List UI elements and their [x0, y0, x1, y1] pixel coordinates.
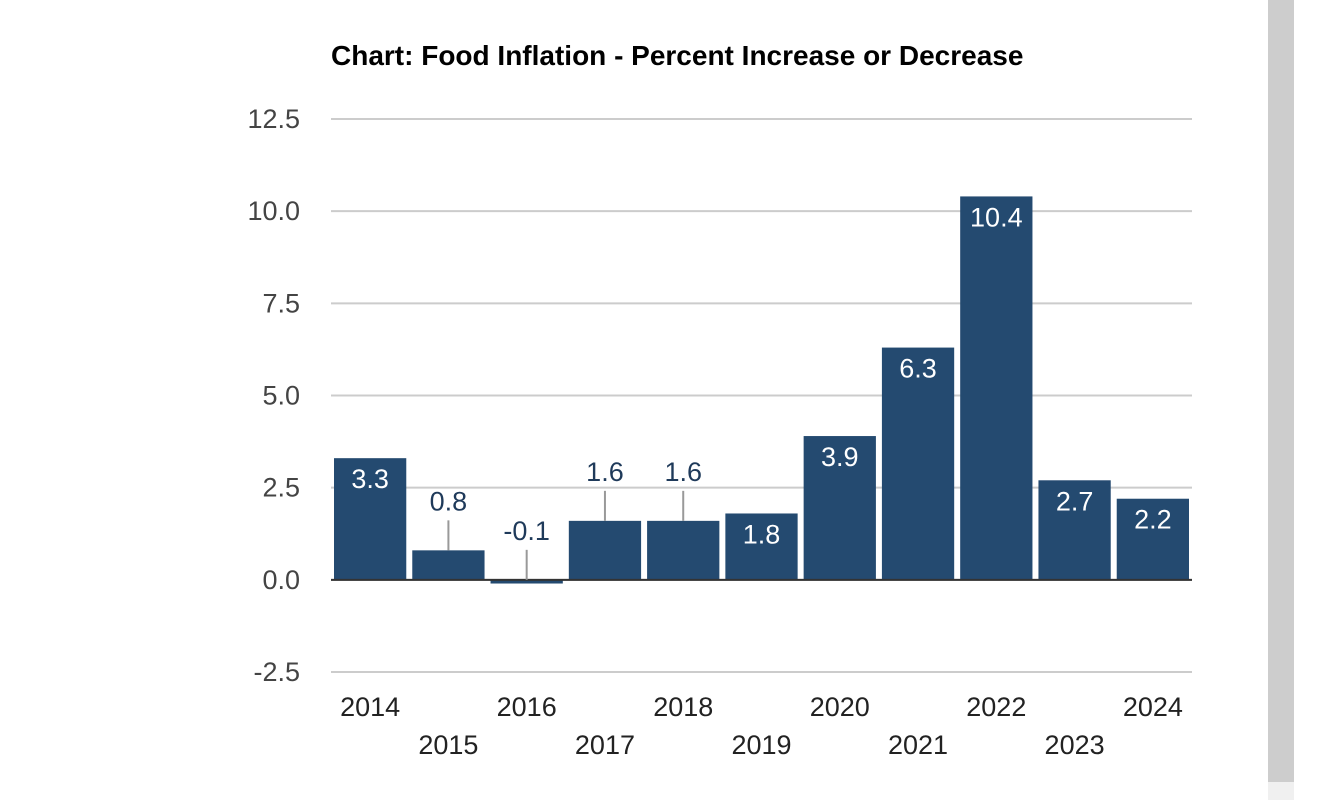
value-label: -0.1 — [503, 516, 550, 546]
grid-lines — [331, 118, 1192, 673]
x-tick-label: 2019 — [731, 730, 791, 760]
y-tick-label: -2.5 — [253, 657, 300, 687]
y-tick-label: 2.5 — [262, 473, 300, 503]
value-label: 1.6 — [664, 457, 702, 487]
x-tick-label: 2020 — [810, 692, 870, 722]
bar-2014 — [334, 458, 407, 580]
axes: -2.5 0.0 2.5 5.0 7.5 10.0 12.5 2014 2015 2016 2017… — [247, 104, 1192, 760]
x-tick-label: 2018 — [653, 692, 713, 722]
y-tick-label: 7.5 — [262, 288, 300, 318]
vertical-scrollbar[interactable] — [1268, 0, 1294, 800]
value-label: 2.7 — [1056, 486, 1094, 516]
y-tick-label: 10.0 — [247, 196, 300, 226]
bar-2023 — [1038, 480, 1111, 580]
bar-chart: -2.5 0.0 2.5 5.0 7.5 10.0 12.5 2014 2015 2016 2017… — [247, 104, 1192, 760]
y-tick-label: 5.0 — [262, 381, 300, 411]
chart-title: Chart: Food Inflation - Percent Increase… — [331, 40, 1024, 71]
value-label: 10.4 — [970, 202, 1023, 232]
value-labels: 3.3 0.8 -0.1 1.6 1.6 1.8 3.9 6.3 10.4 2.7 2.2 — [351, 202, 1172, 580]
bar-2020 — [803, 436, 876, 580]
value-label: 0.8 — [430, 486, 468, 516]
x-tick-label: 2024 — [1123, 692, 1183, 722]
x-tick-label: 2021 — [888, 730, 948, 760]
x-tick-label: 2023 — [1045, 730, 1105, 760]
value-label: 3.3 — [351, 464, 389, 494]
bar-2018 — [647, 520, 720, 580]
y-tick-label: 12.5 — [247, 104, 300, 134]
value-label: 1.6 — [586, 457, 624, 487]
x-tick-label: 2015 — [418, 730, 478, 760]
x-tick-label: 2014 — [340, 692, 400, 722]
x-tick-label: 2016 — [497, 692, 557, 722]
bar-2022 — [960, 196, 1033, 580]
value-label: 3.9 — [821, 442, 859, 472]
value-label: 2.2 — [1134, 505, 1172, 535]
x-tick-label: 2022 — [966, 692, 1026, 722]
bar-2019 — [725, 513, 798, 580]
scrollbar-corner — [1268, 782, 1294, 800]
bars — [334, 196, 1189, 584]
value-label: 6.3 — [899, 354, 937, 384]
bar-2016 — [490, 579, 563, 584]
bar-2015 — [412, 550, 485, 580]
bar-2017 — [568, 520, 642, 580]
x-tick-label: 2017 — [575, 730, 635, 760]
value-label: 1.8 — [743, 519, 781, 549]
bar-2021 — [881, 347, 955, 580]
bar-2024 — [1116, 498, 1189, 580]
y-tick-label: 0.0 — [262, 565, 300, 595]
